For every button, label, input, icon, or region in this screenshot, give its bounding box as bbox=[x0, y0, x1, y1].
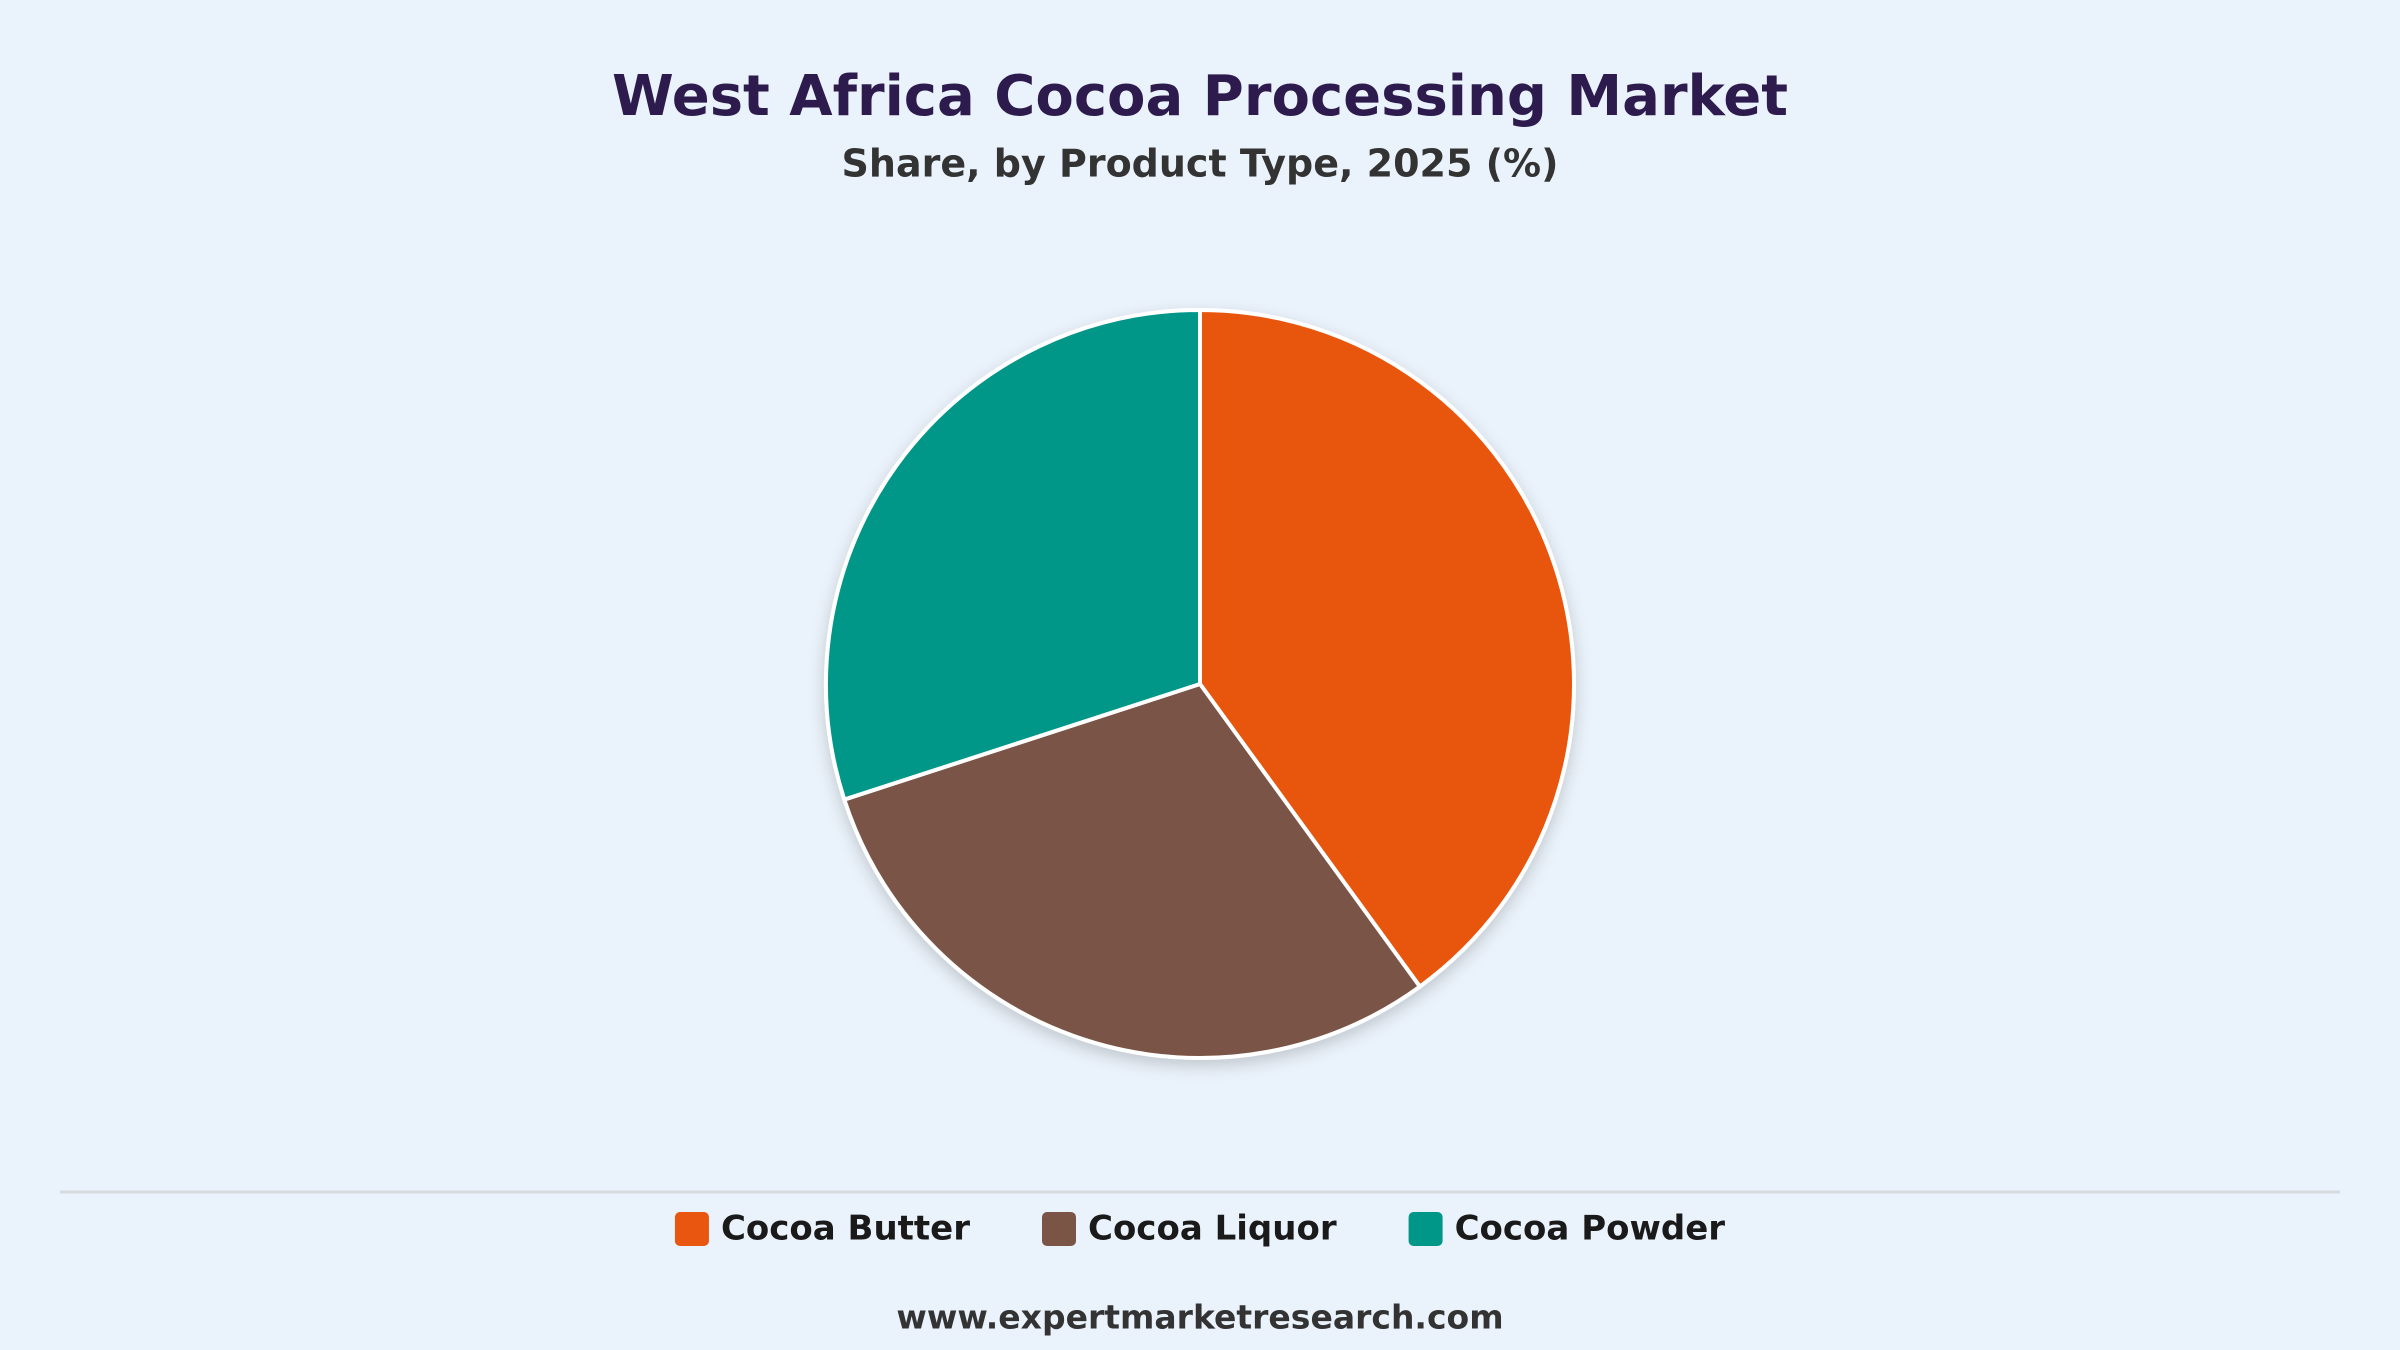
chart-subtitle: Share, by Product Type, 2025 (%) bbox=[842, 142, 1559, 186]
source: www.expertmarketresearch.com bbox=[896, 1298, 1503, 1337]
legend-swatch bbox=[1408, 1212, 1443, 1246]
legend-label: Cocoa Butter bbox=[721, 1209, 970, 1249]
chart-title: West Africa Cocoa Processing Market bbox=[612, 64, 1788, 129]
pie-slice bbox=[1198, 308, 1576, 989]
legend-label: Cocoa Liquor bbox=[1088, 1209, 1337, 1249]
legend: Cocoa Butter Cocoa Liquor Cocoa Powder bbox=[674, 1209, 1726, 1249]
legend-swatch bbox=[674, 1212, 709, 1246]
legend-swatch bbox=[1042, 1212, 1076, 1246]
pie-slice bbox=[842, 682, 1422, 1060]
pie-slice bbox=[824, 308, 1202, 802]
legend-label: Cocoa Powder bbox=[1455, 1209, 1726, 1249]
pie bbox=[824, 308, 1576, 1060]
